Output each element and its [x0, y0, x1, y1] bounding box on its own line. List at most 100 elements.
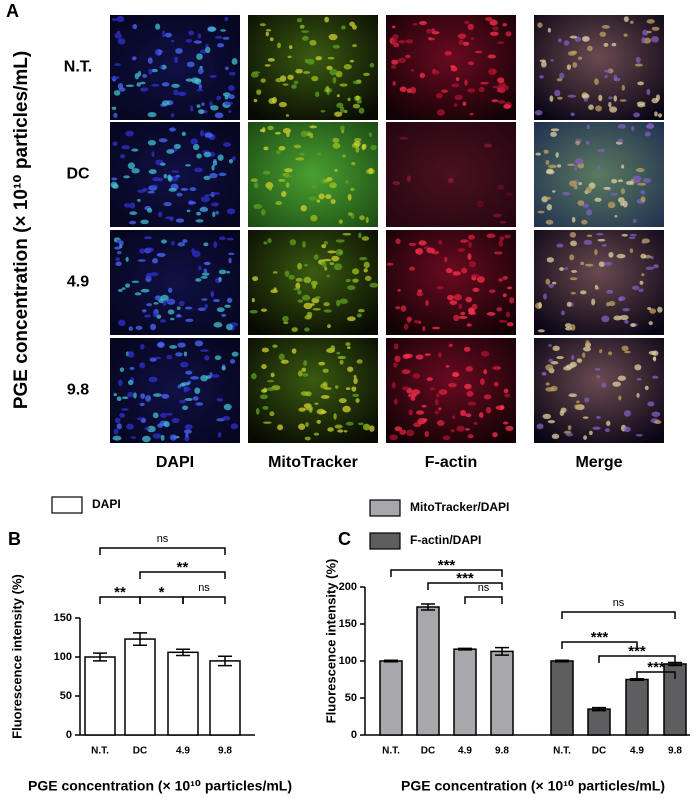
micrograph-bg: [386, 230, 516, 335]
cell: [546, 203, 553, 211]
cell: [224, 304, 231, 308]
cell: [535, 152, 542, 156]
cell: [334, 169, 338, 172]
cell: [136, 417, 144, 421]
cell: [618, 297, 623, 302]
cell: [542, 372, 547, 376]
cell: [272, 271, 278, 274]
significance-bracket: [464, 596, 503, 604]
cell: [262, 170, 271, 175]
cell: [167, 174, 172, 181]
cell: [160, 434, 165, 441]
cell: [543, 149, 549, 154]
cell: [503, 104, 511, 109]
cell: [267, 125, 274, 131]
cell: [302, 373, 309, 377]
cell: [550, 385, 558, 392]
cell: [350, 187, 355, 191]
cell: [397, 57, 407, 63]
cell: [127, 379, 134, 386]
micrograph-bg: [248, 338, 378, 443]
significance-label: ***: [647, 659, 665, 676]
cell: [111, 18, 118, 21]
cell: [201, 206, 207, 211]
cell: [467, 434, 474, 439]
cell: [453, 294, 463, 301]
cell: [636, 101, 646, 106]
cell: [182, 239, 188, 243]
cell: [436, 93, 443, 99]
cell: [586, 209, 593, 216]
cell: [200, 374, 208, 382]
cell: [260, 308, 268, 312]
cell: [566, 64, 572, 71]
cell: [304, 436, 311, 441]
cell: [133, 392, 137, 399]
cell: [493, 213, 502, 218]
cell: [184, 424, 193, 430]
cell: [578, 56, 583, 60]
cell: [140, 393, 146, 400]
cell: [563, 40, 570, 46]
cell: [216, 307, 225, 313]
cell: [203, 268, 208, 273]
cell: [647, 401, 655, 407]
cell: [203, 151, 212, 158]
cell: [190, 376, 200, 380]
cell: [121, 145, 131, 150]
x-tick-label: 4.9: [176, 746, 190, 757]
cell: [196, 88, 203, 92]
cell: [157, 211, 163, 218]
cell: [322, 368, 329, 373]
cell: [607, 201, 616, 209]
error-bar: [133, 632, 147, 647]
cell: [325, 85, 330, 93]
cell: [303, 71, 311, 74]
cell: [295, 157, 305, 161]
cell: [320, 109, 326, 113]
cell: [457, 248, 466, 252]
cell: [352, 44, 357, 48]
cell: [543, 293, 548, 300]
cell: [347, 97, 351, 102]
bar: [416, 606, 440, 736]
cell: [291, 84, 297, 89]
cell: [369, 282, 379, 288]
cell: [585, 186, 592, 194]
cell: [282, 315, 289, 322]
cell: [345, 421, 354, 426]
cell: [426, 28, 432, 34]
cell: [318, 361, 326, 366]
cell: [110, 76, 120, 80]
cell: [637, 182, 647, 186]
cell: [465, 296, 473, 303]
cell: [406, 316, 413, 322]
cell: [293, 287, 300, 291]
cell: [416, 248, 424, 255]
cell: [583, 346, 592, 352]
cell: [646, 19, 655, 24]
cell: [336, 94, 340, 98]
cell: [330, 345, 336, 352]
cell: [352, 103, 361, 109]
cell: [190, 138, 199, 145]
cell: [544, 196, 552, 200]
cell: [392, 81, 396, 86]
cell: [460, 239, 469, 243]
cell: [601, 315, 610, 323]
micrograph: [534, 338, 664, 443]
significance-bracket: [139, 571, 226, 579]
cell: [197, 307, 206, 311]
cell: [576, 358, 583, 363]
cell: [483, 369, 488, 375]
cell: [263, 146, 269, 151]
cell: [185, 433, 189, 438]
micrograph: [110, 15, 240, 120]
cell: [297, 290, 302, 295]
cell: [327, 250, 337, 254]
cell: [156, 252, 166, 257]
cell: [399, 429, 407, 435]
cell: [316, 419, 321, 424]
bar: [379, 660, 403, 736]
cell: [121, 396, 129, 400]
